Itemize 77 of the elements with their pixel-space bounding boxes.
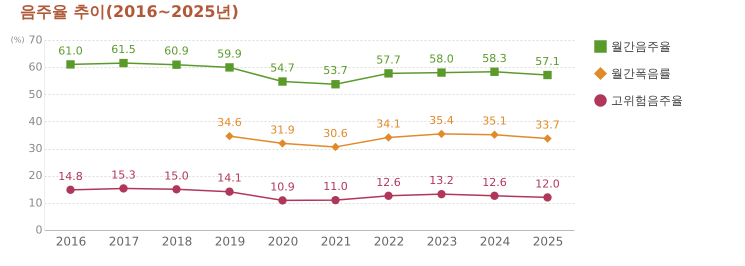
data-label: 15.3	[111, 168, 136, 182]
data-label: 34.1	[376, 117, 401, 130]
data-label: 12.6	[376, 176, 401, 189]
legend-label: 월간폭음률	[611, 66, 671, 80]
data-label: 12.6	[482, 176, 507, 189]
data-label: 34.6	[217, 116, 242, 130]
data-label: 35.1	[482, 114, 507, 128]
x-tick-label: 2023	[426, 234, 458, 248]
point	[225, 188, 234, 196]
point	[119, 184, 128, 193]
point	[437, 68, 446, 77]
point	[278, 139, 287, 148]
y-tick-label: 40	[28, 114, 42, 128]
data-label: 10.9	[270, 180, 295, 194]
point	[437, 190, 446, 198]
data-label: 11.0	[323, 180, 348, 194]
data-label: 15.0	[164, 169, 189, 182]
data-label: 14.1	[217, 172, 242, 185]
y-tick-label: 20	[28, 169, 42, 182]
point	[331, 80, 340, 88]
point	[66, 186, 75, 194]
point	[384, 133, 393, 142]
data-label: 13.2	[429, 174, 454, 188]
point	[225, 63, 234, 72]
point	[384, 192, 393, 200]
point	[543, 134, 552, 143]
data-label: 61.5	[111, 43, 136, 56]
point	[490, 130, 499, 139]
point	[437, 130, 446, 138]
data-label: 58.0	[429, 52, 454, 66]
data-label: 54.7	[270, 62, 295, 75]
data-label: 30.6	[323, 126, 348, 140]
x-tick-label: 2025	[532, 234, 564, 248]
chart-title: 음주율 추이(2016~2025년)	[20, 2, 239, 21]
x-tick-label: 2018	[162, 234, 192, 248]
point	[278, 77, 287, 86]
x-tick-label: 2016	[56, 234, 86, 248]
x-tick-label: 2022	[374, 234, 404, 248]
data-label: 14.8	[58, 170, 83, 183]
y-tick-label: 60	[28, 60, 42, 74]
point	[384, 69, 393, 78]
y-axis-title: (%)	[10, 36, 24, 44]
point	[172, 60, 181, 69]
y-tick-label: 50	[28, 88, 42, 101]
data-label: 57.7	[376, 53, 401, 66]
x-tick-label: 2017	[108, 234, 140, 248]
point	[490, 192, 499, 200]
x-tick-label: 2019	[214, 234, 246, 248]
data-label: 60.9	[164, 44, 189, 58]
point	[278, 196, 287, 205]
legend-label: 월간음주율	[611, 40, 671, 54]
x-tick-label: 2020	[268, 234, 298, 248]
point	[543, 70, 552, 80]
point	[225, 132, 234, 140]
y-tick-label: 30	[28, 142, 42, 156]
data-label: 31.9	[270, 123, 295, 136]
y-tick-label: 70	[28, 34, 42, 46]
point	[331, 142, 340, 152]
point	[490, 68, 499, 76]
y-tick-label: 0	[36, 224, 42, 236]
data-label: 58.3	[482, 52, 507, 65]
point	[543, 193, 552, 202]
point	[119, 58, 128, 68]
data-label: 61.0	[58, 44, 83, 58]
point	[172, 185, 181, 194]
x-tick-label: 2021	[320, 234, 352, 248]
legend-label: 고위험음주율	[611, 94, 683, 108]
data-label: 33.7	[535, 118, 560, 132]
x-tick-label: 2024	[480, 234, 510, 248]
point	[66, 60, 75, 69]
data-label: 57.1	[535, 55, 560, 68]
data-label: 35.4	[429, 114, 454, 127]
data-label: 59.9	[217, 47, 242, 60]
y-tick-label: 10	[28, 196, 42, 210]
data-label: 53.7	[323, 64, 348, 78]
data-label: 12.0	[535, 177, 560, 190]
point	[331, 196, 340, 204]
